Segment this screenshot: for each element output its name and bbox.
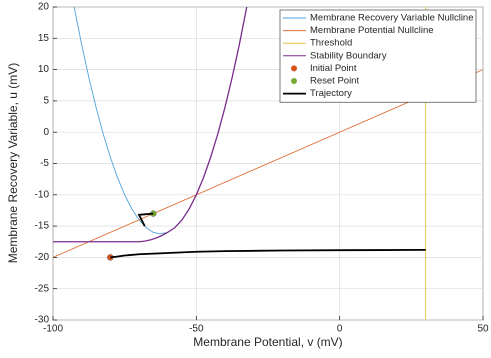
legend-label: Trajectory [310, 88, 352, 99]
y-tick-label: -25 [35, 283, 50, 294]
y-tick-label: -5 [40, 158, 49, 169]
y-tick-label: -10 [35, 189, 50, 200]
x-tick-label: -50 [189, 324, 204, 335]
legend-label: Stability Boundary [310, 50, 387, 61]
x-tick-label: 50 [477, 324, 489, 335]
legend: Membrane Recovery Variable NullclineMemb… [279, 9, 477, 103]
x-tick-label: 0 [337, 324, 343, 335]
y-tick-label: 20 [38, 2, 50, 13]
legend-label: Membrane Recovery Variable Nullcline [310, 13, 474, 24]
series-line [53, 7, 248, 243]
x-tick-label: -100 [43, 324, 63, 335]
legend-label: Reset Point [310, 76, 359, 87]
y-tick-label: 5 [43, 96, 49, 107]
legend-swatch [291, 65, 297, 72]
legend-label: Initial Point [310, 63, 357, 74]
legend-label: Threshold [310, 38, 352, 49]
y-axis-label: Membrane Recovery Variable, u (mV) [6, 63, 20, 264]
y-tick-label: -15 [35, 221, 50, 232]
y-tick-label: -20 [35, 252, 50, 263]
legend-label: Membrane Potential Nullcline [310, 25, 434, 36]
legend-box [279, 9, 477, 103]
y-tick-label: 10 [38, 64, 50, 75]
legend-swatch [291, 78, 297, 84]
x-axis-label: Membrane Potential, v (mV) [193, 335, 342, 349]
series-line [110, 212, 426, 259]
y-tick-label: 15 [38, 33, 50, 44]
y-tick-label: 0 [43, 127, 49, 138]
y-tick-label: -30 [35, 315, 50, 326]
